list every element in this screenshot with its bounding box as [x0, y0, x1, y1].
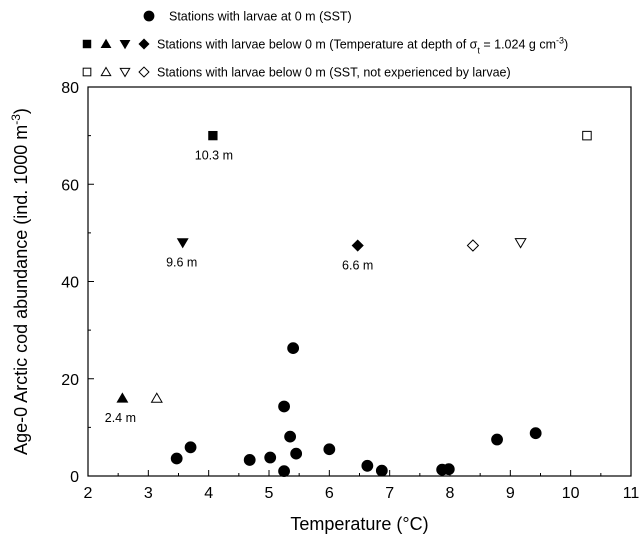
legend-marker-filled-triangle-up-icon	[100, 38, 112, 48]
data-point-filled-diamond	[351, 239, 364, 252]
legend-marker-filled-square-icon	[82, 39, 92, 49]
data-point-open-diamond	[466, 239, 480, 252]
legend-label: Stations with larvae below 0 m (SST, not…	[157, 66, 511, 80]
y-tick-label: 60	[61, 177, 79, 194]
y-axis-title: Age-0 Arctic cod abundance (ind. 1000 m-…	[9, 108, 31, 455]
x-tick-label: 5	[265, 485, 274, 502]
data-point-filled-circle	[361, 459, 374, 472]
data-point-filled-triangle-down	[176, 238, 189, 249]
data-point-filled-circle	[491, 433, 503, 446]
plot-frame	[87, 86, 632, 477]
data-point-filled-circle	[264, 451, 277, 464]
x-axis-title: Temperature (°C)	[290, 514, 428, 534]
data-point-open-square	[582, 130, 592, 141]
legend-marker-open-square-icon	[82, 67, 92, 77]
depth-annotation: 9.6 m	[166, 256, 197, 270]
data-point-open-triangle-down	[514, 238, 527, 249]
legend-entry: Stations with larvae below 0 m (Temperat…	[82, 36, 568, 56]
legend-label: Stations with larvae at 0 m (SST)	[169, 10, 352, 24]
data-point-filled-circle	[184, 441, 197, 454]
data-point-filled-circle	[243, 454, 256, 466]
data-point-filled-circle	[375, 464, 388, 477]
legend-marker-filled-triangle-down-icon	[119, 40, 131, 50]
axes: 2 3 4 5 6 7 8 9 10 11 0 20 40 60 80 Temperature (°C) Age…	[9, 80, 639, 534]
data-point-filled-circle	[529, 427, 542, 440]
x-tick-label: 4	[204, 485, 213, 502]
y-tick-label: 40	[61, 275, 79, 292]
data-points	[116, 130, 592, 478]
legend-entry: Stations with larvae below 0 m (SST, not…	[82, 66, 511, 80]
x-tick-label: 11	[623, 485, 640, 502]
legend-marker-open-diamond-icon	[138, 66, 150, 78]
x-tick-label: 10	[562, 485, 580, 502]
data-point-filled-circle	[287, 342, 300, 355]
legend-marker-open-triangle-down-icon	[119, 67, 131, 78]
x-tick-label: 8	[446, 485, 455, 502]
data-point-filled-circle	[284, 430, 297, 443]
legend-entry: Stations with larvae at 0 m (SST)	[143, 10, 352, 24]
x-tick-label: 7	[385, 485, 394, 502]
annotations: 10.3 m 9.6 m 6.6 m 2.4 m	[105, 149, 374, 426]
data-point-filled-triangle-up	[116, 392, 129, 403]
x-tick-label: 6	[325, 485, 334, 502]
x-tick-label: 3	[144, 485, 153, 502]
depth-annotation: 10.3 m	[195, 149, 233, 163]
legend-label: Stations with larvae below 0 m (Temperat…	[157, 36, 568, 56]
y-tick-label: 0	[70, 469, 79, 486]
data-point-filled-circle	[290, 447, 303, 460]
legend-marker-filled-circle-icon	[143, 10, 155, 22]
data-point-filled-square	[208, 130, 218, 141]
y-tick-label: 80	[61, 80, 79, 97]
data-point-filled-circle	[170, 452, 183, 465]
legend: Stations with larvae at 0 m (SST) Station…	[82, 10, 568, 80]
legend-marker-filled-diamond-icon	[138, 38, 150, 50]
data-point-filled-circle	[278, 400, 290, 413]
x-tick-label: 2	[84, 485, 93, 502]
data-point-filled-circle	[278, 465, 290, 478]
plot-area	[87, 86, 632, 477]
depth-annotation: 2.4 m	[105, 411, 136, 425]
data-point-open-triangle-up	[150, 392, 163, 403]
depth-annotation: 6.6 m	[342, 259, 373, 273]
data-point-filled-circle	[323, 443, 336, 456]
data-point-filled-circle	[442, 463, 455, 476]
legend-marker-open-triangle-up-icon	[100, 66, 112, 77]
x-tick-label: 9	[506, 485, 515, 502]
y-tick-label: 20	[61, 372, 79, 389]
